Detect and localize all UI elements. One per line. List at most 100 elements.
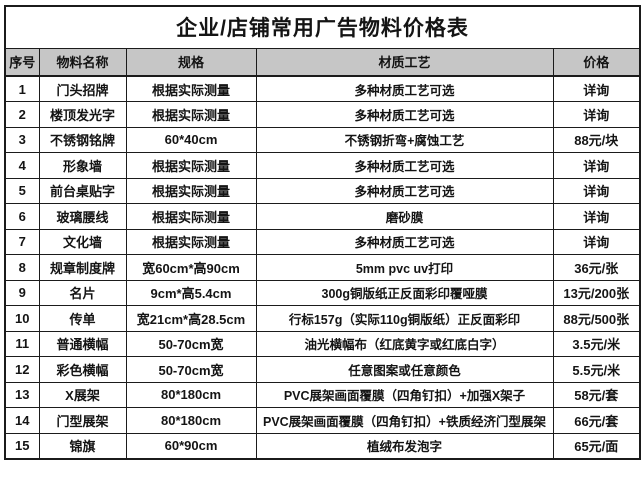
table-row: 2 楼顶发光字 根据实际测量 多种材质工艺可选 详询 (4, 101, 641, 128)
cell-process: 任意图案或任意颜色 (255, 356, 554, 383)
cell-price: 3.5元/米 (552, 330, 641, 357)
cell-no: 9 (4, 279, 40, 306)
cell-process: 磨砂膜 (255, 203, 554, 230)
cell-no: 3 (4, 126, 40, 153)
cell-price: 5.5元/米 (552, 356, 641, 383)
cell-process: 多种材质工艺可选 (255, 152, 554, 179)
cell-name: 门头招牌 (38, 75, 127, 102)
cell-price: 详询 (552, 177, 641, 204)
cell-no: 11 (4, 330, 40, 357)
cell-price: 88元/块 (552, 126, 641, 153)
column-header-process: 材质工艺 (255, 47, 554, 77)
table-row: 10 传单 宽21cm*高28.5cm 行标157g（实际110g铜版纸）正反面彩印 8… (4, 305, 641, 332)
cell-no: 4 (4, 152, 40, 179)
cell-price: 详询 (552, 75, 641, 102)
table-row: 13 X展架 80*180cm PVC展架画面覆膜（四角钉扣）+加强X架子 58元/套 (4, 381, 641, 408)
cell-price: 详询 (552, 203, 641, 230)
cell-spec: 根据实际测量 (125, 228, 257, 255)
price-sheet-page: 企业/店铺常用广告物料价格表 序号 物料名称 规格 材质工艺 价格 1 门头招牌 根据实际测… (4, 5, 642, 460)
table-row: 14 门型展架 80*180cm PVC展架画面覆膜（四角钉扣）+铁质经济门型展架 66… (4, 407, 641, 434)
cell-name: 普通横幅 (38, 330, 127, 357)
cell-name: 锦旗 (38, 432, 127, 459)
cell-spec: 60*90cm (125, 432, 257, 459)
cell-no: 2 (4, 101, 40, 128)
cell-no: 7 (4, 228, 40, 255)
cell-process: 5mm pvc uv打印 (255, 254, 554, 281)
table-row: 11 普通横幅 50-70cm宽 油光横幅布（红底黄字或红底白字） 3.5元/米 (4, 330, 641, 357)
cell-name: 楼顶发光字 (38, 101, 127, 128)
cell-spec: 根据实际测量 (125, 177, 257, 204)
cell-spec: 宽21cm*高28.5cm (125, 305, 257, 332)
cell-price: 详询 (552, 228, 641, 255)
table-row: 12 彩色横幅 50-70cm宽 任意图案或任意颜色 5.5元/米 (4, 356, 641, 383)
cell-price: 详询 (552, 101, 641, 128)
cell-spec: 9cm*高5.4cm (125, 279, 257, 306)
cell-spec: 80*180cm (125, 407, 257, 434)
cell-price: 详询 (552, 152, 641, 179)
cell-process: 油光横幅布（红底黄字或红底白字） (255, 330, 554, 357)
cell-no: 8 (4, 254, 40, 281)
table-row: 5 前台桌贴字 根据实际测量 多种材质工艺可选 详询 (4, 177, 641, 204)
cell-no: 12 (4, 356, 40, 383)
cell-name: 彩色横幅 (38, 356, 127, 383)
cell-process: 多种材质工艺可选 (255, 228, 554, 255)
cell-spec: 50-70cm宽 (125, 356, 257, 383)
cell-spec: 根据实际测量 (125, 203, 257, 230)
cell-process: PVC展架画面覆膜（四角钉扣）+加强X架子 (255, 381, 554, 408)
cell-name: 不锈钢铭牌 (38, 126, 127, 153)
cell-process: 多种材质工艺可选 (255, 177, 554, 204)
cell-spec: 根据实际测量 (125, 152, 257, 179)
price-table: 企业/店铺常用广告物料价格表 序号 物料名称 规格 材质工艺 价格 1 门头招牌 根据实际测… (4, 5, 642, 460)
table-row: 8 规章制度牌 宽60cm*高90cm 5mm pvc uv打印 36元/张 (4, 254, 641, 281)
column-header-name: 物料名称 (38, 47, 127, 77)
cell-no: 5 (4, 177, 40, 204)
cell-name: 玻璃腰线 (38, 203, 127, 230)
cell-spec: 50-70cm宽 (125, 330, 257, 357)
cell-process: 植绒布发泡字 (255, 432, 554, 459)
table-body: 1 门头招牌 根据实际测量 多种材质工艺可选 详询 2 楼顶发光字 根据实际测量 多种材质工艺可… (4, 75, 641, 459)
cell-spec: 80*180cm (125, 381, 257, 408)
table-row: 1 门头招牌 根据实际测量 多种材质工艺可选 详询 (4, 75, 641, 102)
page-title: 企业/店铺常用广告物料价格表 (4, 5, 641, 49)
cell-no: 10 (4, 305, 40, 332)
cell-name: 传单 (38, 305, 127, 332)
cell-spec: 根据实际测量 (125, 75, 257, 102)
table-header-row: 序号 物料名称 规格 材质工艺 价格 (4, 47, 641, 77)
table-row: 7 文化墙 根据实际测量 多种材质工艺可选 详询 (4, 228, 641, 255)
cell-process: 多种材质工艺可选 (255, 101, 554, 128)
cell-name: 文化墙 (38, 228, 127, 255)
table-row: 15 锦旗 60*90cm 植绒布发泡字 65元/面 (4, 432, 641, 459)
cell-spec: 宽60cm*高90cm (125, 254, 257, 281)
cell-price: 66元/套 (552, 407, 641, 434)
cell-name: 规章制度牌 (38, 254, 127, 281)
cell-no: 13 (4, 381, 40, 408)
cell-name: 形象墙 (38, 152, 127, 179)
column-header-price: 价格 (552, 47, 641, 77)
cell-no: 15 (4, 432, 40, 459)
cell-process: 不锈钢折弯+腐蚀工艺 (255, 126, 554, 153)
cell-name: X展架 (38, 381, 127, 408)
title-row: 企业/店铺常用广告物料价格表 (4, 5, 641, 49)
table-row: 6 玻璃腰线 根据实际测量 磨砂膜 详询 (4, 203, 641, 230)
cell-price: 58元/套 (552, 381, 641, 408)
cell-no: 1 (4, 75, 40, 102)
column-header-spec: 规格 (125, 47, 257, 77)
cell-spec: 根据实际测量 (125, 101, 257, 128)
cell-no: 14 (4, 407, 40, 434)
cell-process: 多种材质工艺可选 (255, 75, 554, 102)
cell-price: 36元/张 (552, 254, 641, 281)
cell-price: 13元/200张 (552, 279, 641, 306)
cell-name: 门型展架 (38, 407, 127, 434)
table-row: 3 不锈钢铭牌 60*40cm 不锈钢折弯+腐蚀工艺 88元/块 (4, 126, 641, 153)
cell-price: 88元/500张 (552, 305, 641, 332)
column-header-no: 序号 (4, 47, 40, 77)
cell-spec: 60*40cm (125, 126, 257, 153)
cell-name: 名片 (38, 279, 127, 306)
cell-process: PVC展架画面覆膜（四角钉扣）+铁质经济门型展架 (255, 407, 554, 434)
cell-process: 300g铜版纸正反面彩印覆哑膜 (255, 279, 554, 306)
cell-no: 6 (4, 203, 40, 230)
table-row: 4 形象墙 根据实际测量 多种材质工艺可选 详询 (4, 152, 641, 179)
cell-process: 行标157g（实际110g铜版纸）正反面彩印 (255, 305, 554, 332)
cell-price: 65元/面 (552, 432, 641, 459)
table-row: 9 名片 9cm*高5.4cm 300g铜版纸正反面彩印覆哑膜 13元/200张 (4, 279, 641, 306)
